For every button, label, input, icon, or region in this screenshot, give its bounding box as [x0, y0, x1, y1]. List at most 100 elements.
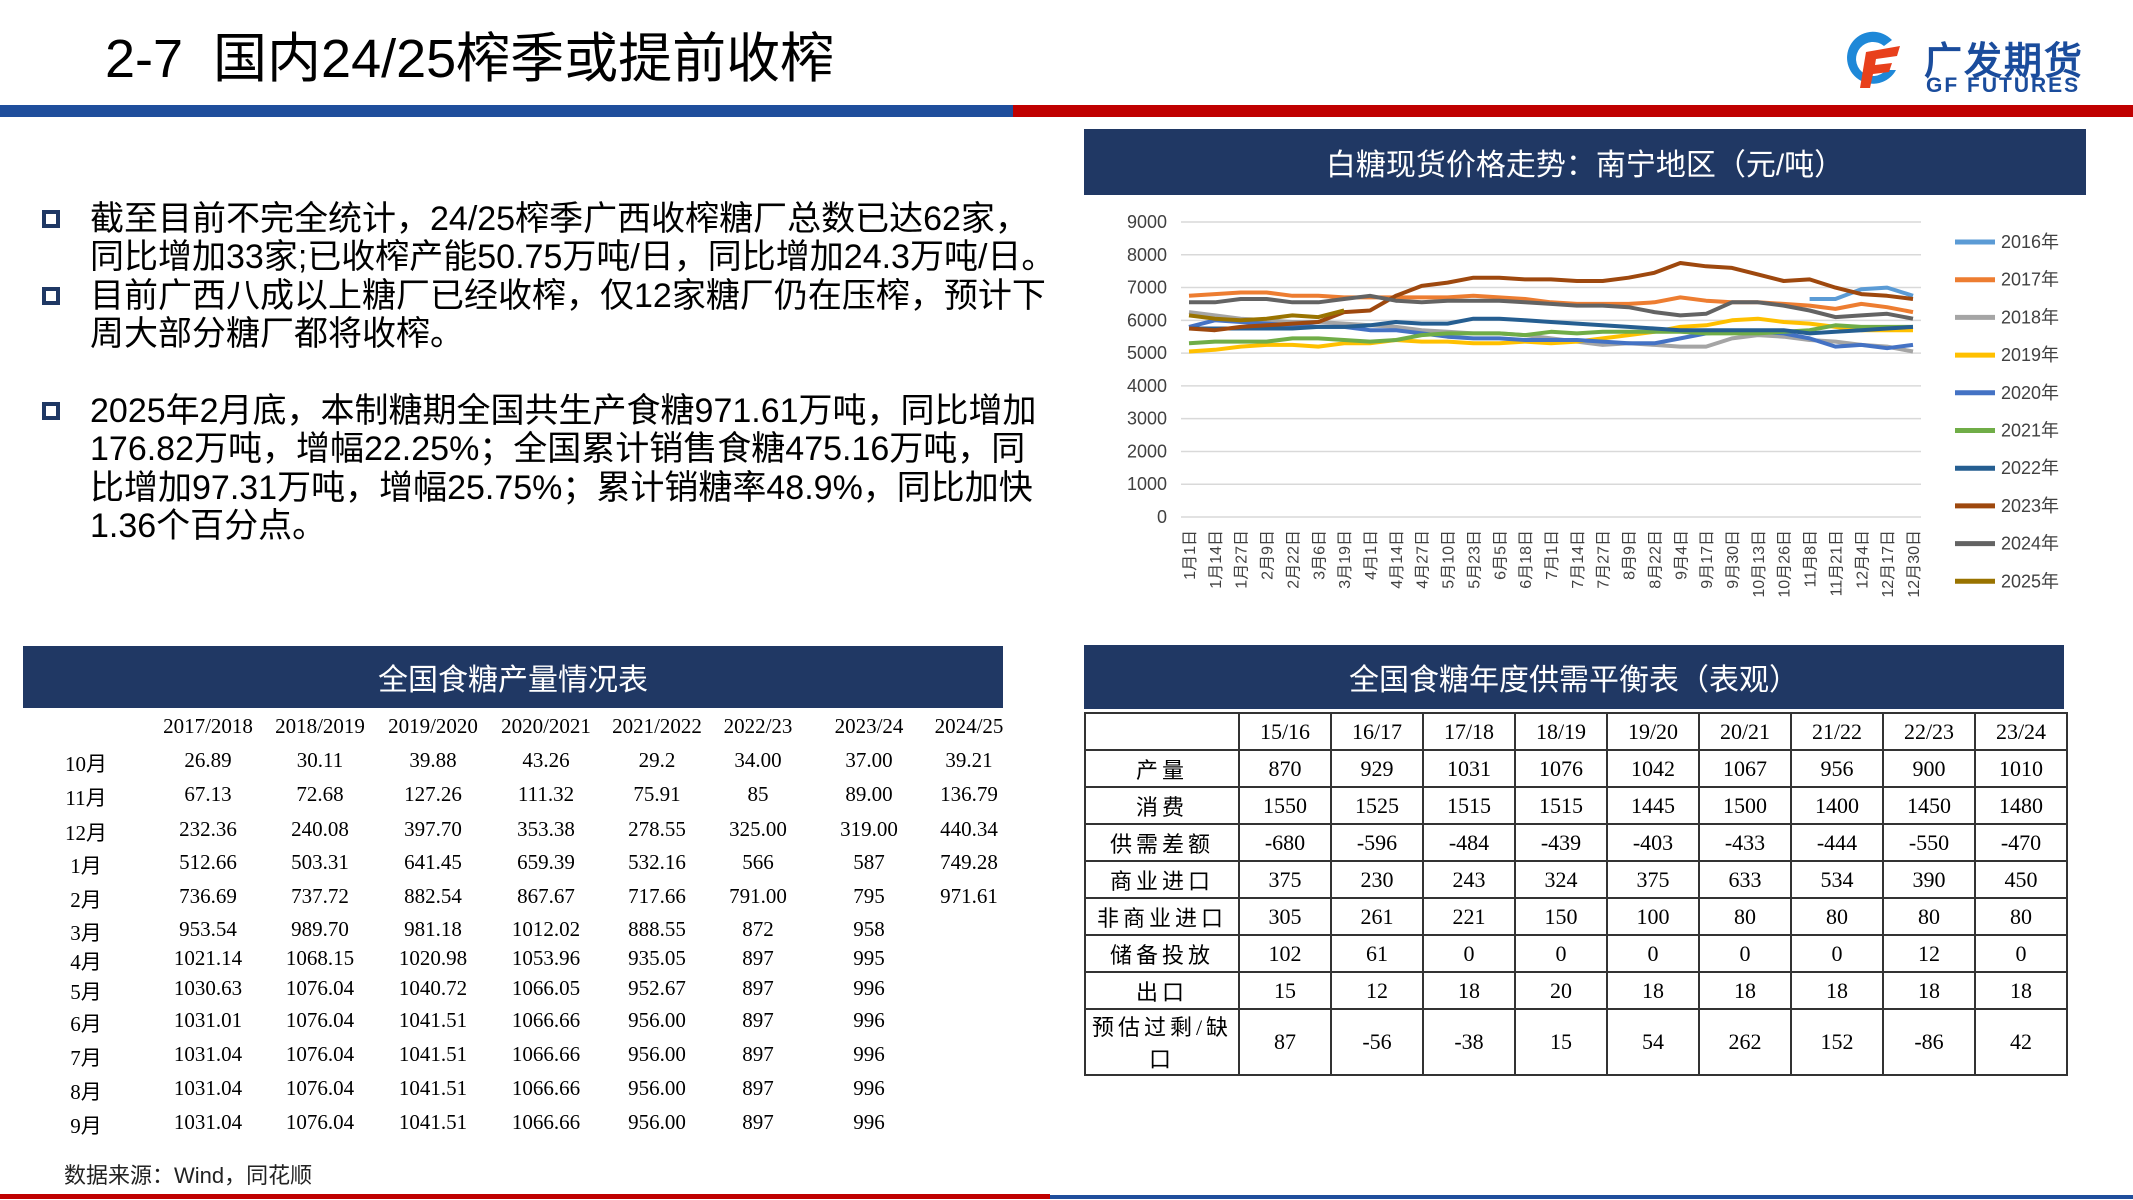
table-cell: 450: [1974, 860, 2068, 899]
series-line-2019年: [1188, 316, 1913, 354]
table-cell: 1042: [1606, 749, 1700, 788]
page-title: 2-7 国内24/25榨季或提前收榨: [105, 29, 835, 89]
bullet-line: 1.36个百分点。: [90, 507, 327, 545]
table-cell: 872: [742, 917, 774, 941]
row-header-month: 12月: [65, 821, 107, 845]
table-cell: 34.00: [734, 748, 782, 772]
table-cell: 440.34: [940, 817, 998, 841]
table-cell: 1031: [1422, 749, 1516, 788]
row-header-month: 3月: [70, 921, 102, 945]
table-cell: 956: [1790, 749, 1884, 788]
x-tick-label: 5月23日: [1466, 530, 1483, 589]
table-row: 商业进口 375 230 243 324 375 633 534 390 450: [1084, 860, 2068, 899]
table-cell: 995: [853, 946, 885, 970]
x-tick-label: 9月4日: [1673, 530, 1690, 580]
table-cell: 1041.51: [398, 1076, 468, 1100]
table-cell: 641.45: [404, 850, 462, 874]
bullet-line: 截至目前不完全统计，24/25榨季广西收榨糖厂总数已达62家，: [90, 200, 1029, 238]
data-source: 数据来源：Wind，同花顺: [64, 1163, 313, 1188]
table-cell: 952.67: [628, 976, 686, 1000]
column-header: 18/19: [1514, 712, 1608, 751]
chart-title: 白糖现货价格走势：南宁地区（元/吨）: [1084, 129, 2086, 195]
column-header: 2024/25: [934, 714, 1004, 738]
table-cell: 29.2: [638, 748, 676, 772]
column-header: 21/22: [1790, 712, 1884, 751]
table-cell: 737.72: [291, 884, 349, 908]
table-cell: 1445: [1606, 786, 1700, 825]
table-cell: 717.66: [628, 884, 686, 908]
column-header: 19/20: [1606, 712, 1700, 751]
legend-label: 2022年: [2001, 458, 2059, 478]
x-tick-label: 6月18日: [1518, 530, 1535, 589]
x-tick-label: 4月1日: [1363, 530, 1380, 580]
table-cell: 587: [853, 850, 885, 874]
table-cell: -444: [1790, 823, 1884, 862]
column-header: 2018/2019: [275, 714, 365, 738]
table-cell: 72.68: [296, 782, 344, 806]
table-row: 非商业进口 305 261 221 150 100 80 80 80 80: [1084, 897, 2068, 936]
column-header: 20/21: [1698, 712, 1792, 751]
column-header: 2022/23: [723, 714, 793, 738]
y-tick-label: 5000: [1127, 343, 1167, 363]
legend-label: 2019年: [2001, 345, 2059, 365]
row-header: 出口: [1084, 971, 1240, 1010]
table-cell: 791.00: [729, 884, 787, 908]
legend-label: 2024年: [2001, 534, 2059, 554]
table-cell: 971.61: [940, 884, 998, 908]
row-header-month: 5月: [70, 980, 102, 1004]
table-cell: 12: [1330, 971, 1424, 1010]
table-cell: 897: [742, 976, 774, 1000]
table-cell: 1066.05: [511, 976, 581, 1000]
table-cell: 996: [853, 1042, 885, 1066]
row-header-month: 10月: [65, 752, 107, 776]
column-header: 17/18: [1422, 712, 1516, 751]
table-cell: 240.08: [291, 817, 349, 841]
table-cell: 1480: [1974, 786, 2068, 825]
column-header: 23/24: [1974, 712, 2068, 751]
x-tick-label: 11月21日: [1828, 530, 1845, 596]
table-cell: 1040.72: [398, 976, 468, 1000]
table-cell: 230: [1330, 860, 1424, 899]
table-cell: 1550: [1238, 786, 1332, 825]
table-cell: 1515: [1514, 786, 1608, 825]
table-cell: 305: [1238, 897, 1332, 936]
legend-label: 2023年: [2001, 496, 2059, 516]
table-cell: 1067: [1698, 749, 1792, 788]
table-cell: 37.00: [845, 748, 893, 772]
table-cell: 1041.51: [398, 1008, 468, 1032]
bullet-line: 比增加97.31万吨，增幅25.75%；累计销糖率48.9%，同比加快: [90, 469, 1033, 507]
bullet-line: 目前广西八成以上糖厂已经收榨，仅12家糖厂仍在压榨，预计下: [90, 277, 1046, 315]
table-cell: 43.26: [522, 748, 570, 772]
series-line-2025年: [1188, 308, 1345, 323]
table-cell: 1068.15: [285, 946, 355, 970]
x-tick-label: 9月30日: [1725, 530, 1742, 589]
x-tick-label: 1月14日: [1208, 530, 1225, 589]
table-cell: 897: [742, 1110, 774, 1134]
bullet-line: 2025年2月底，本制糖期全国共生产食糖971.61万吨，同比增加: [90, 392, 1037, 430]
x-tick-label: 1月1日: [1182, 530, 1199, 580]
table-cell: 80: [1974, 897, 2068, 936]
table-cell: 390: [1882, 860, 1976, 899]
column-header: 2020/2021: [501, 714, 591, 738]
table-cell: 867.67: [517, 884, 575, 908]
table-row: 消费 1550 1525 1515 1515 1445 1500 1400 1450 1480: [1084, 786, 2068, 825]
table-cell: 136.79: [940, 782, 998, 806]
y-tick-label: 3000: [1127, 409, 1167, 429]
row-header-month: 1月: [70, 854, 102, 878]
table-cell: -470: [1974, 823, 2068, 862]
table-cell: 929: [1330, 749, 1424, 788]
table-cell: 397.70: [404, 817, 462, 841]
table-cell: 1020.98: [398, 946, 468, 970]
series-line-2016年: [1809, 285, 1914, 301]
column-header: 16/17: [1330, 712, 1424, 751]
x-tick-label: 5月10日: [1441, 530, 1458, 589]
table-cell: 996: [853, 1110, 885, 1134]
table-cell: 956.00: [628, 1110, 686, 1134]
table-cell: 870: [1238, 749, 1332, 788]
logo-text-en: GF FUTURES: [1926, 74, 2081, 97]
column-header: 2023/24: [834, 714, 904, 738]
table-cell: -56: [1330, 1008, 1424, 1076]
table-cell: 0: [1422, 934, 1516, 973]
x-tick-label: 7月14日: [1570, 530, 1587, 589]
table-cell: 1076: [1514, 749, 1608, 788]
